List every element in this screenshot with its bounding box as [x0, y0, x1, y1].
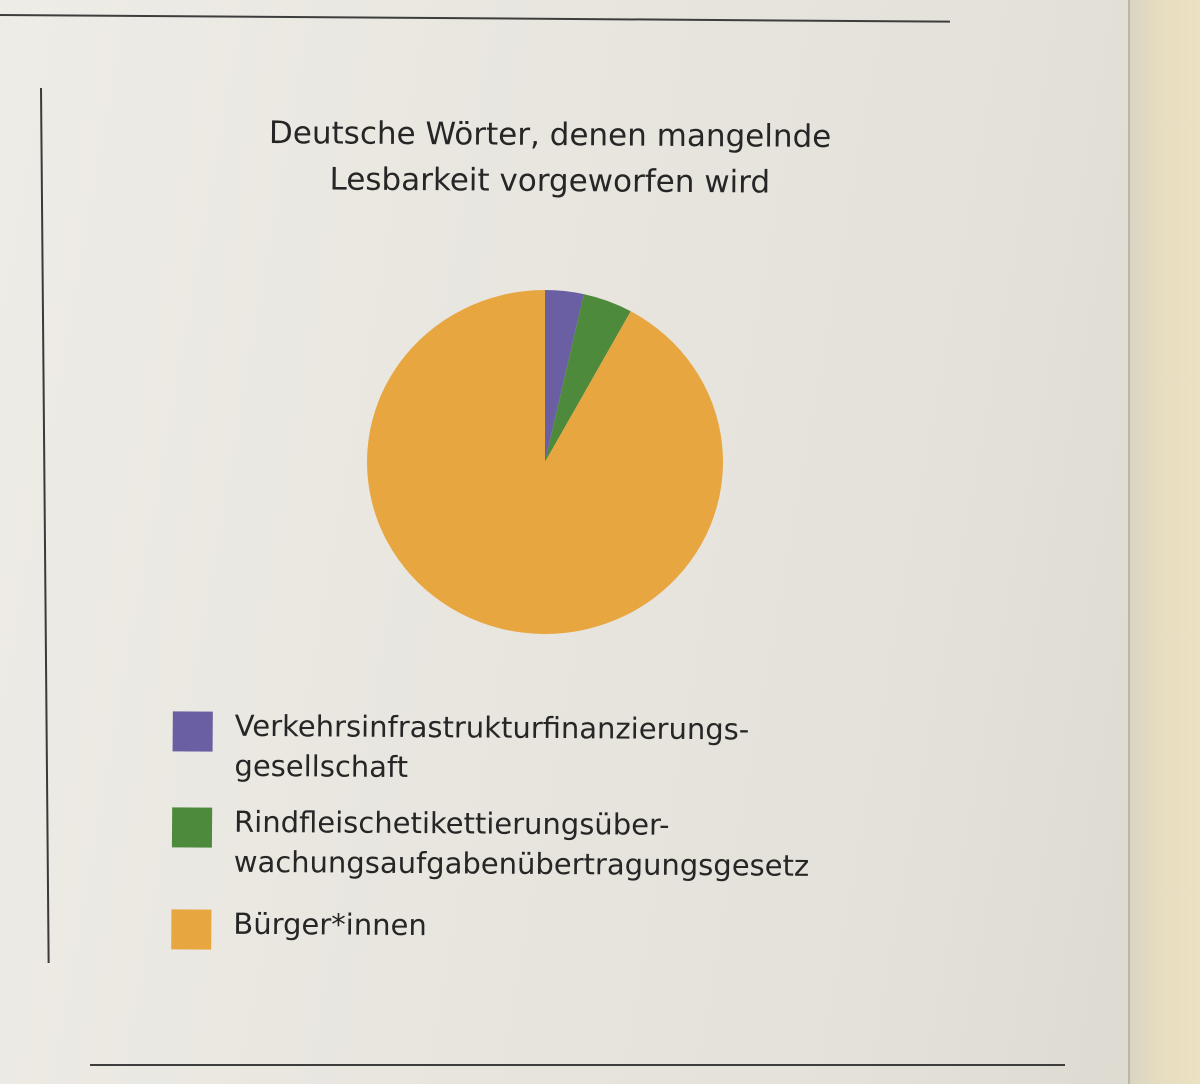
legend-label-line-2: gesellschaft [234, 748, 409, 784]
chart-title: Deutsche Wörter, denen mangelnde Lesbark… [180, 109, 921, 206]
stacked-paper-edge [1128, 0, 1200, 1084]
legend-swatch [172, 711, 213, 752]
legend-label-line-2: wachungsaufgabenübertragungsgesetz [233, 844, 810, 883]
legend-item-verkehrsinfrastruktur: Verkehrsinfrastrukturfinanzierungs- gese… [172, 705, 933, 790]
pie-slice-0 [545, 290, 584, 462]
legend-item-buerger-innen: Bürger*innen [171, 903, 931, 950]
legend-label-line-1: Verkehrsinfrastrukturfinanzierungs- [234, 708, 750, 747]
legend-label-line-1: Rindfleischetikettierungsüber- [233, 804, 670, 842]
legend-label-line-1: Bürger*innen [233, 906, 427, 943]
chart-title-line-2: Lesbarkeit vorgeworfen wird [329, 161, 771, 201]
legend-swatch [171, 909, 212, 950]
legend-swatch [171, 807, 213, 848]
legend-item-rindfleisch: Rindfleischetikettierungsüber- wachungsa… [171, 801, 933, 886]
pie-chart [367, 290, 723, 634]
chart-legend: Verkehrsinfrastrukturfinanzierungs- gese… [171, 705, 933, 964]
pie-slice-2 [367, 290, 723, 634]
chart-title-line-1: Deutsche Wörter, denen mangelnde [268, 115, 832, 155]
pie-slice-1 [545, 294, 631, 462]
bottom-rule [90, 1064, 1065, 1066]
